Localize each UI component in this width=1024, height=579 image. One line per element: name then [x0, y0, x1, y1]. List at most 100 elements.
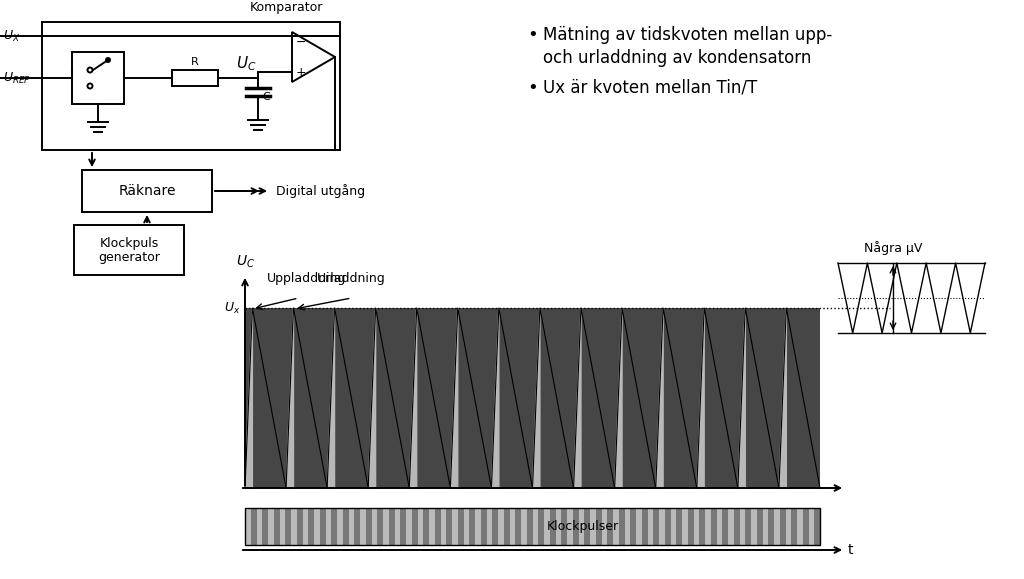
Bar — [532, 508, 539, 545]
Text: Ux är kvoten mellan Tin/T: Ux är kvoten mellan Tin/T — [543, 79, 758, 97]
Bar — [751, 508, 757, 545]
Bar — [273, 508, 280, 545]
Text: Några μV: Några μV — [864, 241, 923, 255]
Bar — [297, 508, 302, 545]
Bar — [286, 508, 291, 545]
Text: Klockpuls: Klockpuls — [99, 236, 159, 250]
Bar — [452, 508, 458, 545]
Bar — [475, 508, 480, 545]
Text: Digital utgång: Digital utgång — [276, 184, 366, 198]
Bar — [389, 508, 394, 545]
Bar — [42, 22, 340, 150]
Bar — [280, 508, 286, 545]
Bar — [757, 508, 763, 545]
Bar — [418, 508, 423, 545]
Bar — [734, 508, 739, 545]
Bar — [676, 508, 682, 545]
Bar — [792, 508, 797, 545]
Bar — [480, 508, 486, 545]
Bar — [302, 508, 308, 545]
Text: •: • — [527, 26, 538, 44]
Bar — [722, 508, 728, 545]
Bar — [745, 508, 751, 545]
Bar — [797, 508, 803, 545]
Bar — [74, 225, 184, 275]
Bar — [515, 508, 521, 545]
Bar — [636, 508, 642, 545]
Text: $U_C$: $U_C$ — [236, 254, 255, 270]
Text: och urladdning av kondensatorn: och urladdning av kondensatorn — [543, 49, 811, 67]
Bar — [354, 508, 360, 545]
Text: t: t — [848, 543, 853, 557]
Bar — [412, 508, 418, 545]
Bar — [337, 508, 343, 545]
Bar — [601, 508, 607, 545]
Bar — [469, 508, 475, 545]
Bar — [308, 508, 314, 545]
Polygon shape — [410, 308, 417, 488]
Text: Urladdning: Urladdning — [317, 272, 386, 285]
Bar — [572, 508, 579, 545]
Bar — [314, 508, 319, 545]
Bar — [464, 508, 469, 545]
Bar — [607, 508, 613, 545]
Bar — [493, 508, 498, 545]
Bar — [251, 508, 256, 545]
Bar — [72, 52, 124, 104]
Text: Klockpulser: Klockpulser — [547, 520, 618, 533]
Text: generator: generator — [98, 251, 160, 263]
Bar — [779, 508, 785, 545]
Text: Uppladdning: Uppladdning — [267, 272, 346, 285]
Bar — [550, 508, 555, 545]
Bar — [544, 508, 550, 545]
Bar — [458, 508, 464, 545]
Bar — [561, 508, 567, 545]
Bar — [618, 508, 625, 545]
Circle shape — [106, 58, 110, 62]
Bar — [429, 508, 435, 545]
Bar — [768, 508, 774, 545]
Bar — [774, 508, 779, 545]
Bar — [446, 508, 452, 545]
Bar — [440, 508, 446, 545]
Bar — [693, 508, 699, 545]
Bar — [659, 508, 665, 545]
Bar — [803, 508, 809, 545]
Bar — [785, 508, 792, 545]
Bar — [642, 508, 647, 545]
Bar — [245, 508, 251, 545]
Text: C: C — [262, 92, 269, 102]
Bar — [671, 508, 676, 545]
Bar — [682, 508, 688, 545]
Bar — [590, 508, 596, 545]
Bar — [400, 508, 406, 545]
Bar — [486, 508, 493, 545]
Bar — [504, 508, 510, 545]
Bar — [653, 508, 659, 545]
Bar — [739, 508, 745, 545]
Bar — [406, 508, 412, 545]
Bar — [435, 508, 440, 545]
Bar — [585, 508, 590, 545]
Bar — [705, 508, 711, 545]
Bar — [372, 508, 377, 545]
Bar — [763, 508, 768, 545]
Bar — [688, 508, 693, 545]
Bar — [567, 508, 572, 545]
Bar — [510, 508, 515, 545]
Bar — [172, 70, 218, 86]
Bar — [245, 308, 820, 488]
Polygon shape — [327, 308, 335, 488]
Polygon shape — [245, 308, 252, 488]
Bar — [268, 508, 273, 545]
Bar — [665, 508, 671, 545]
Polygon shape — [779, 308, 786, 488]
Text: $U_X$: $U_X$ — [3, 28, 20, 43]
Bar — [326, 508, 331, 545]
Text: R: R — [191, 57, 199, 67]
Polygon shape — [532, 308, 540, 488]
Polygon shape — [492, 308, 499, 488]
Bar — [526, 508, 532, 545]
Bar — [613, 508, 618, 545]
Text: •: • — [527, 79, 538, 97]
